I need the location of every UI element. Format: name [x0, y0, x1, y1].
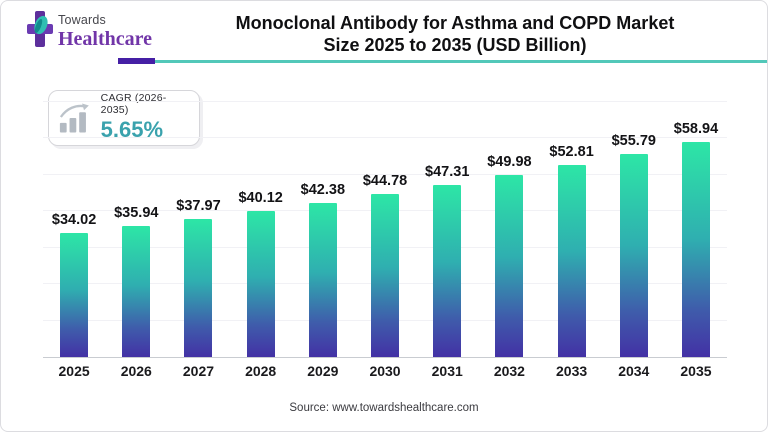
divider-purple-segment — [118, 58, 155, 64]
bar — [308, 202, 337, 357]
x-axis-tick-label: 2027 — [182, 363, 215, 379]
bar — [495, 174, 524, 357]
healthcare-cross-icon — [27, 11, 53, 47]
x-axis-tick-label: 2028 — [245, 363, 277, 379]
bar-slot: $52.81 — [541, 95, 603, 357]
bar-chart-plot-area: $34.02 $35.94 $37.97 $40.12 $42.38 $44.78 $47.… — [43, 95, 727, 358]
gridline — [43, 173, 727, 175]
bar-value-label: $55.79 — [611, 132, 656, 149]
x-axis-tick-label: 2034 — [618, 363, 650, 379]
bar-value-label: $52.81 — [549, 143, 594, 160]
brand-wordmark: Towards Healthcare — [58, 10, 152, 49]
x-axis-tick-label: 2026 — [120, 363, 152, 379]
cagr-label: CAGR (2026-2035) — [100, 92, 167, 116]
bar — [122, 226, 151, 357]
bar-slot: $47.31 — [416, 95, 478, 357]
chart-title: Monoclonal Antibody for Asthma and COPD … — [151, 12, 759, 56]
bar-value-label: $42.38 — [300, 181, 346, 198]
x-axis-tick-label: 2031 — [431, 363, 463, 379]
bar — [433, 184, 462, 357]
brand-logo: Towards Healthcare — [27, 10, 152, 49]
bars: $34.02 $35.94 $37.97 $40.12 $42.38 $44.78 $47.… — [43, 95, 727, 357]
gridline — [43, 137, 727, 139]
chart-title-line2: Size 2025 to 2035 (USD Billion) — [323, 35, 587, 55]
bar-slot: $44.78 — [354, 95, 416, 357]
bar-slot: $35.94 — [105, 95, 167, 357]
x-axis-tick-label: 2029 — [307, 363, 339, 379]
bar — [557, 164, 586, 357]
x-axis: 2025 2026 2027 2028 2029 2030 2031 2032 2033 2034… — [43, 363, 727, 379]
bar-slot: $58.94 — [665, 95, 727, 357]
bar — [619, 153, 648, 357]
bar-slot: $34.02 — [43, 95, 105, 357]
brand-towards: Towards — [58, 13, 106, 27]
bar-slot: $42.38 — [292, 95, 354, 357]
bar-slot: $55.79 — [603, 95, 665, 357]
chart-title-line1: Monoclonal Antibody for Asthma and COPD … — [235, 13, 675, 33]
x-axis-tick-label: 2030 — [369, 363, 401, 379]
bar — [184, 218, 213, 357]
bar-value-label: $58.94 — [673, 121, 719, 138]
x-axis-tick-label: 2035 — [680, 363, 712, 379]
bar — [246, 210, 275, 357]
bar-slot: $40.12 — [230, 95, 292, 357]
brand-healthcare: Healthcare — [58, 27, 153, 50]
growth-chart-icon — [59, 103, 89, 133]
bar-value-label: $44.78 — [362, 172, 408, 189]
bar-value-label: $35.94 — [114, 205, 159, 221]
bar-value-label: $40.12 — [238, 189, 283, 206]
bar-slot: $49.98 — [478, 95, 540, 357]
gridline — [43, 100, 727, 102]
bar — [371, 193, 400, 357]
bar-value-label: $49.98 — [487, 153, 532, 170]
bar — [681, 142, 710, 357]
source-text: Source: www.towardshealthcare.com — [289, 402, 479, 414]
bar-value-label: $37.97 — [176, 197, 221, 214]
x-axis-tick-label: 2032 — [493, 363, 525, 379]
x-axis-tick-label: 2025 — [58, 363, 90, 379]
bar-value-label: $34.02 — [51, 212, 97, 228]
x-axis-tick-label: 2033 — [556, 363, 588, 379]
bar-value-label: $47.31 — [425, 163, 470, 180]
divider-teal-line — [155, 60, 767, 63]
bar-slot: $37.97 — [167, 95, 229, 357]
bar — [60, 233, 89, 357]
